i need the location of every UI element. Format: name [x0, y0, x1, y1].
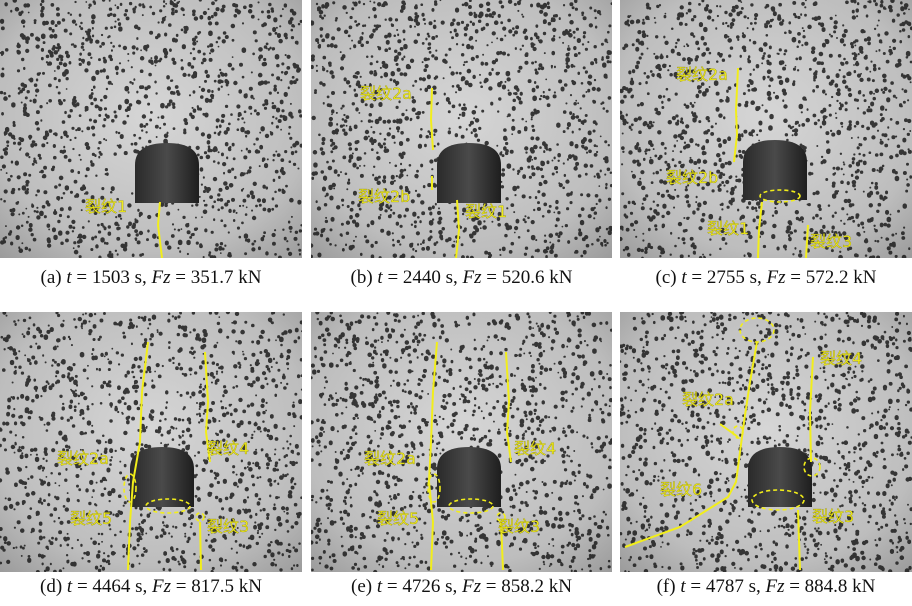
caption-part: = 4726 s,	[382, 576, 462, 597]
caption: (d) t = 4464 s, Fz = 817.5 kN	[40, 576, 262, 597]
caption: (b) t = 2440 s, Fz = 520.6 kN	[351, 267, 573, 288]
specimen-surface	[0, 312, 302, 572]
crack-label: 裂纹5	[377, 509, 419, 528]
caption-part: = 858.2 kN	[481, 576, 572, 597]
panel-image: 裂纹2a 裂纹4 裂纹5 裂纹3	[0, 310, 304, 574]
crack-label: 裂纹2a	[57, 449, 109, 468]
crack-label: 裂纹4	[820, 349, 862, 368]
crack-label: 裂纹4	[207, 439, 249, 458]
caption-part: Fz	[151, 267, 172, 288]
caption-part: (b)	[351, 267, 378, 288]
panel-image: 裂纹4 裂纹2a 裂纹6 裂纹3	[618, 310, 912, 574]
caption-part: = 817.5 kN	[171, 576, 262, 597]
caption-part: Fz	[766, 267, 787, 288]
panel: 裂纹2a 裂纹2b 裂纹1	[309, 0, 613, 260]
tunnel	[748, 447, 812, 507]
tunnel	[135, 143, 199, 203]
caption-part: (d)	[40, 576, 67, 597]
caption-part: Fz	[462, 267, 483, 288]
panel-image: 裂纹2a 裂纹4 裂纹5 裂纹3	[309, 310, 614, 574]
crack-label: 裂纹3	[810, 232, 852, 251]
figure: 裂纹1 (a) t = 1503 s, Fz = 351.7 kN 裂纹2a 裂纹2b…	[0, 0, 912, 606]
crack-label: 裂纹1	[85, 197, 127, 216]
panel: 裂纹2a 裂纹4 裂纹5 裂纹3	[0, 310, 304, 574]
crack-label: 裂纹3	[812, 507, 854, 526]
crack-label: 裂纹4	[514, 439, 556, 458]
tunnel	[130, 447, 194, 507]
caption-part: = 572.2 kN	[786, 267, 877, 288]
crack-label: 裂纹3	[498, 517, 540, 536]
tunnel	[743, 140, 807, 200]
panel: 裂纹1	[0, 0, 304, 261]
caption-part: (a)	[41, 267, 67, 288]
crack-label: 裂纹3	[207, 517, 249, 536]
crack-label: 裂纹2a	[364, 449, 416, 468]
caption-part: = 4464 s,	[72, 576, 152, 597]
crack-label: 裂纹2a	[682, 390, 734, 409]
tunnel	[437, 447, 501, 507]
caption-part: = 520.6 kN	[482, 267, 573, 288]
crack-label: 裂纹2b	[666, 168, 718, 187]
panel: 裂纹2a 裂纹4 裂纹5 裂纹3	[309, 310, 614, 574]
crack-label: 裂纹2a	[676, 65, 728, 84]
caption-part: Fz	[764, 576, 785, 597]
caption-part: = 1503 s,	[72, 267, 152, 288]
crack-label: 裂纹5	[70, 509, 112, 528]
caption-part: Fz	[461, 576, 482, 597]
panel: 裂纹2a 裂纹2b 裂纹1 裂纹3	[618, 0, 912, 260]
crack-line	[200, 522, 201, 570]
panel-image: 裂纹1	[0, 0, 304, 261]
panel: 裂纹4 裂纹2a 裂纹6 裂纹3	[618, 310, 912, 574]
crack-label: 裂纹2a	[360, 84, 412, 103]
specimen-surface	[0, 0, 302, 258]
caption-part: = 2440 s,	[383, 267, 463, 288]
caption: (a) t = 1503 s, Fz = 351.7 kN	[41, 267, 262, 288]
crack-label: 裂纹6	[660, 480, 702, 499]
caption-part: = 884.8 kN	[784, 576, 875, 597]
caption-part: (f)	[657, 576, 681, 597]
caption: (f) t = 4787 s, Fz = 884.8 kN	[657, 576, 876, 597]
crack-label: 裂纹2b	[358, 187, 410, 206]
caption-part: = 351.7 kN	[171, 267, 262, 288]
caption-part: (e)	[351, 576, 377, 597]
caption-part: (c)	[656, 267, 682, 288]
crack-label: 裂纹1	[707, 219, 749, 238]
panel-image: 裂纹2a 裂纹2b 裂纹1 裂纹3	[618, 0, 912, 260]
caption: (c) t = 2755 s, Fz = 572.2 kN	[656, 267, 877, 288]
panel-image: 裂纹2a 裂纹2b 裂纹1	[309, 0, 613, 260]
caption: (e) t = 4726 s, Fz = 858.2 kN	[351, 576, 572, 597]
caption-part: = 2755 s,	[687, 267, 767, 288]
caption-part: = 4787 s,	[686, 576, 766, 597]
caption-part: Fz	[151, 576, 172, 597]
tunnel	[437, 143, 501, 203]
crack-label: 裂纹1	[465, 202, 507, 221]
